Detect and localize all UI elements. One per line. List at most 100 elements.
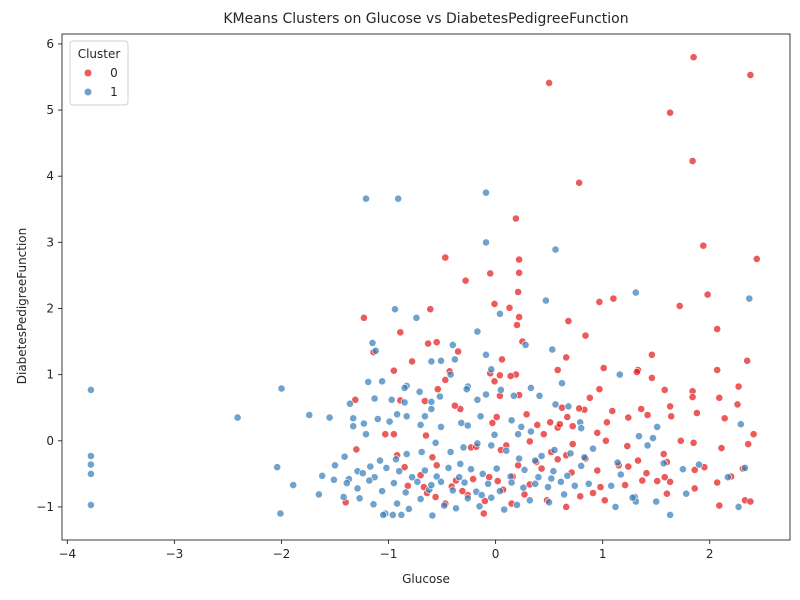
data-point-cluster-1 [448,486,457,495]
data-point-cluster-0 [608,407,617,415]
data-point-cluster-1 [359,419,368,428]
data-point-cluster-0 [400,463,409,472]
data-point-cluster-1 [355,494,364,503]
data-point-cluster-0 [441,253,450,262]
data-point-cluster-0 [717,444,726,452]
data-point-cluster-1 [413,477,422,486]
data-point-cluster-1 [695,460,703,469]
data-point-cluster-0 [562,353,571,362]
data-point-cluster-0 [634,456,642,465]
data-point-cluster-1 [455,473,464,482]
data-point-cluster-1 [382,463,391,472]
data-point-cluster-0 [485,473,494,482]
data-point-cluster-0 [660,473,669,482]
data-point-cluster-1 [452,504,460,513]
data-point-cluster-1 [416,495,425,503]
data-point-cluster-1 [448,340,457,349]
data-point-cluster-1 [435,392,444,401]
data-point-cluster-1 [373,415,382,423]
data-point-cluster-1 [475,502,484,511]
data-point-cluster-1 [440,501,449,510]
data-point-cluster-1 [420,466,429,475]
data-point-cluster-0 [715,393,724,402]
data-point-cluster-1 [525,496,534,505]
data-point-cluster-0 [575,178,583,187]
data-point-cluster-0 [495,371,504,380]
data-point-cluster-0 [381,430,390,439]
data-point-cluster-0 [660,385,669,394]
data-point-cluster-0 [667,412,676,421]
data-point-cluster-1 [537,452,546,460]
data-point-cluster-1 [584,479,593,488]
data-point-cluster-0 [623,442,632,450]
data-point-cluster-1 [643,441,652,450]
data-point-cluster-0 [533,420,542,429]
data-point-cluster-1 [613,458,622,467]
data-point-cluster-0 [621,481,629,489]
data-point-cluster-0 [525,437,534,446]
data-point-cluster-1 [473,327,482,336]
data-point-cluster-1 [402,450,411,458]
data-point-cluster-0 [515,313,523,321]
data-point-cluster-0 [359,313,368,322]
data-point-cluster-1 [616,470,625,479]
legend: Cluster 0 1 [69,40,129,106]
data-point-cluster-1 [558,379,566,388]
data-point-cluster-1 [495,309,504,318]
data-point-cluster-0 [633,368,641,376]
data-point-cluster-1 [724,473,732,482]
data-point-cluster-0 [432,338,441,347]
data-point-cluster-1 [589,444,597,453]
data-point-cluster-1 [408,473,416,482]
data-point-cluster-0 [576,492,585,501]
data-point-cluster-0 [403,481,412,490]
data-point-cluster-0 [522,410,531,419]
y-tick-label: 0 [46,434,54,448]
x-tick-label: −4 [59,547,77,561]
x-tick-label: 1 [599,547,607,561]
data-point-cluster-1 [495,487,504,495]
data-point-cluster-1 [477,491,486,499]
data-point-cluster-0 [486,269,495,278]
data-point-cluster-1 [401,488,410,497]
data-point-cluster-0 [389,366,398,375]
chart-title: KMeans Clusters on Glucose vs DiabetesPe… [223,11,628,27]
data-point-cluster-1 [544,483,552,491]
data-point-cluster-0 [537,464,546,473]
data-point-cluster-1 [566,449,575,458]
data-point-cluster-0 [713,325,722,333]
data-point-cluster-0 [653,477,662,485]
data-point-cluster-0 [515,268,523,277]
data-point-cluster-0 [458,487,467,495]
data-point-cluster-0 [713,366,722,374]
data-point-cluster-1 [353,484,362,493]
data-point-cluster-0 [564,317,573,325]
data-point-cluster-1 [509,391,518,400]
data-point-cluster-1 [273,463,282,472]
data-point-cluster-0 [389,430,398,439]
data-point-cluster-0 [520,490,529,499]
data-point-cluster-0 [454,347,462,356]
data-point-cluster-1 [349,422,358,431]
legend-label-cluster-0: 0 [110,66,118,80]
data-point-cluster-0 [595,297,604,306]
data-point-cluster-1 [534,473,543,482]
data-point-cluster-0 [424,339,432,348]
x-tick-label: −3 [166,547,184,561]
data-point-cluster-1 [340,452,349,461]
data-point-cluster-0 [585,393,594,402]
data-point-cluster-1 [277,384,286,393]
data-point-cluster-1 [289,481,298,489]
data-point-cluster-1 [513,500,521,509]
data-point-cluster-0 [480,497,489,505]
data-point-cluster-1 [427,397,436,406]
data-point-cluster-0 [488,418,497,427]
data-point-cluster-0 [603,418,611,427]
data-point-cluster-0 [749,430,758,439]
data-point-cluster-0 [505,303,514,312]
data-point-cluster-0 [546,418,555,427]
data-point-cluster-0 [420,397,429,405]
y-tick-label: 2 [46,301,54,315]
legend-title: Cluster [78,47,121,61]
data-point-cluster-1 [507,478,516,487]
